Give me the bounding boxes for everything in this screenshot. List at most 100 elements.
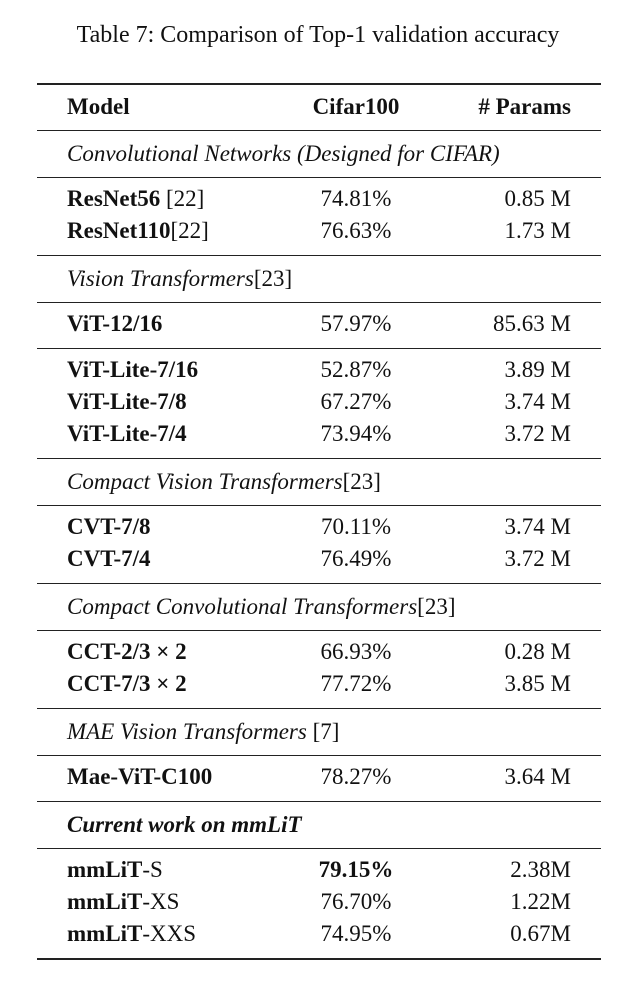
header-cell: Cifar100 [312, 94, 400, 119]
rule [37, 177, 601, 178]
model-suffix: -S [142, 857, 163, 882]
accuracy: 74.81% [320, 186, 392, 211]
header-cell: Model [67, 94, 130, 119]
params-cell: 2.38M [510, 855, 571, 885]
acc-cell: 57.97% [256, 309, 456, 339]
group-name: Compact Convolutional Transformers [67, 594, 418, 619]
model-name: ResNet110 [67, 218, 171, 243]
params: 3.85 M [504, 671, 571, 696]
model-cell: CCT-7/3 × 2 [67, 669, 187, 699]
params: 3.72 M [504, 421, 571, 446]
params-cell: 3.72 M [505, 419, 571, 449]
model-cell: ResNet110[22] [67, 216, 209, 246]
model-cell: ViT-Lite-7/16 [67, 355, 198, 385]
model-suffix: -XS [142, 889, 180, 914]
acc-cell: 76.63% [256, 216, 456, 246]
acc-cell: 66.93% [256, 637, 456, 667]
model-name: mmLiT [67, 889, 143, 914]
header: # Params [478, 92, 571, 122]
rule [37, 958, 601, 960]
model-name: ViT-Lite-7/8 [67, 389, 187, 414]
header-cell: # Params [478, 94, 571, 119]
caption: Table 7: Comparison of Top-1 validation … [76, 22, 560, 48]
accuracy: 52.87% [320, 357, 392, 382]
model-name: CVT-7/8 [67, 514, 151, 539]
params: 0.28 M [504, 639, 571, 664]
rule [37, 848, 601, 849]
rule [37, 348, 601, 349]
group-name: Convolutional Networks (Designed for CIF… [67, 141, 500, 166]
rule [37, 630, 601, 631]
rule [37, 583, 601, 584]
model-cell: ViT-Lite-7/4 [67, 419, 187, 449]
accuracy: 77.72% [320, 671, 392, 696]
params-cell: 3.89 M [505, 355, 571, 385]
model-name: mmLiT [67, 921, 143, 946]
params-cell: 0.85 M [505, 184, 571, 214]
model-name: Mae-ViT-C100 [67, 764, 213, 789]
params-cell: 0.67M [510, 919, 571, 949]
acc-cell: 74.81% [256, 184, 456, 214]
rule [37, 130, 601, 131]
group-ref: [23] [342, 469, 381, 494]
model-name: CCT-2/3 × 2 [67, 639, 187, 664]
model-cell: ResNet56 [22] [67, 184, 204, 214]
accuracy: 70.11% [320, 514, 392, 539]
group-ref: [23] [417, 594, 456, 619]
params: 2.38M [510, 857, 571, 882]
rule [37, 302, 601, 303]
params-cell: 3.74 M [505, 387, 571, 417]
group-title: Vision Transformers[23] [67, 264, 292, 294]
model-cell: mmLiT-XS [67, 887, 179, 917]
acc-cell: 73.94% [256, 419, 456, 449]
model-name: ViT-Lite-7/16 [67, 357, 199, 382]
params: 0.85 M [504, 186, 571, 211]
params-cell: 3.72 M [505, 544, 571, 574]
params: 3.72 M [504, 546, 571, 571]
model-suffix: [22] [170, 218, 209, 243]
rule [37, 801, 601, 802]
accuracy: 76.63% [320, 218, 392, 243]
header: Model [67, 92, 130, 122]
group-name: Compact Vision Transformers [67, 469, 343, 494]
acc-cell: 76.49% [256, 544, 456, 574]
group-ref: [23] [253, 266, 293, 291]
model-suffix: -XXS [142, 921, 197, 946]
params-cell: 85.63 M [493, 309, 571, 339]
accuracy: 66.93% [320, 639, 392, 664]
model-cell: mmLiT-S [67, 855, 163, 885]
rule [37, 83, 601, 85]
accuracy: 76.70% [320, 889, 392, 914]
accuracy: 74.95% [320, 921, 392, 946]
params-cell: 1.73 M [505, 216, 571, 246]
group-ref: [7] [306, 719, 340, 744]
accuracy: 57.97% [320, 311, 392, 336]
acc-cell: 70.11% [256, 512, 456, 542]
rule [37, 505, 601, 506]
header: Cifar100 [256, 92, 456, 122]
model-name: ViT-Lite-7/4 [67, 421, 187, 446]
model-cell: mmLiT-XXS [67, 919, 196, 949]
rule [37, 458, 601, 459]
accuracy: 73.94% [320, 421, 392, 446]
group-name: MAE Vision Transformers [67, 719, 307, 744]
rule [37, 255, 601, 256]
model-cell: CVT-7/8 [67, 512, 151, 542]
acc-cell: 78.27% [256, 762, 456, 792]
group-title: Convolutional Networks (Designed for CIF… [67, 139, 500, 169]
group-title: Compact Vision Transformers[23] [67, 467, 381, 497]
model-name: ViT-12/16 [67, 311, 163, 336]
params: 1.22M [510, 889, 571, 914]
params-cell: 1.22M [510, 887, 571, 917]
params-cell: 0.28 M [505, 637, 571, 667]
group-name: Vision Transformers [67, 266, 254, 291]
acc-cell: 77.72% [256, 669, 456, 699]
params: 3.74 M [504, 389, 571, 414]
group-name: Current work on mmLiT [67, 812, 302, 837]
acc-cell: 74.95% [256, 919, 456, 949]
rule [37, 708, 601, 709]
model-name: mmLiT [67, 857, 143, 882]
model-name: ResNet56 [67, 186, 161, 211]
params-cell: 3.74 M [505, 512, 571, 542]
